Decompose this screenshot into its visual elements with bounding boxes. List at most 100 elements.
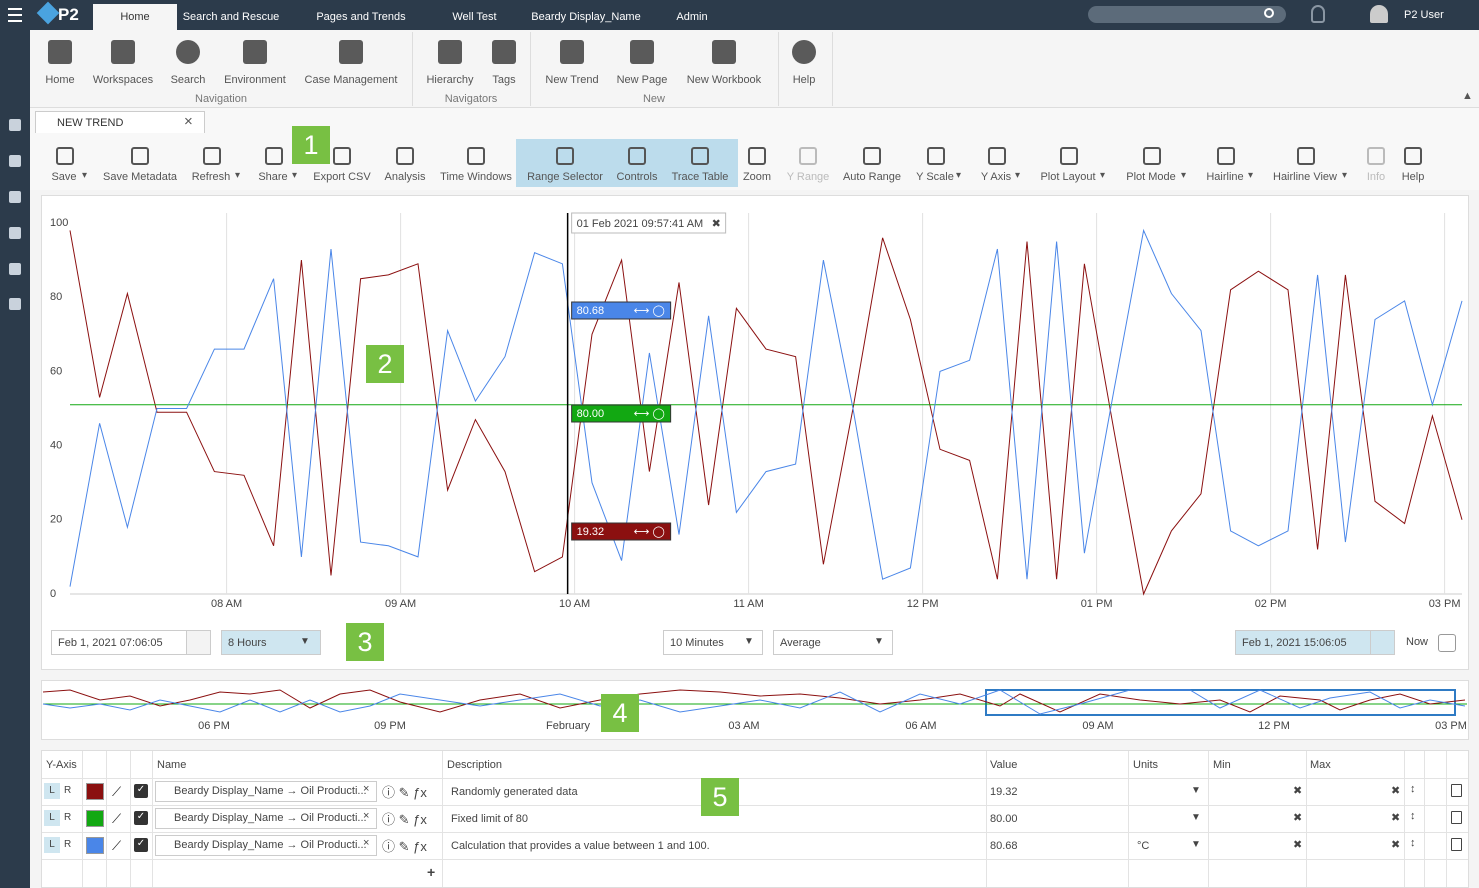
min-clear[interactable]: ✖ (1293, 812, 1303, 824)
nav-tab[interactable]: Home (120, 11, 150, 23)
side-icon[interactable] (9, 263, 21, 275)
dropdown-caret[interactable]: ▾ (1015, 170, 1021, 181)
series-color[interactable] (86, 837, 104, 854)
nav-tab[interactable]: Well Test (452, 11, 497, 23)
series-color[interactable] (86, 810, 104, 827)
nav-tab[interactable]: Beardy Display_Name (531, 11, 641, 23)
ribbon-button-label[interactable]: Workspaces (92, 74, 154, 86)
units-caret[interactable]: ▼ (1191, 812, 1201, 823)
axis-left[interactable]: L (44, 783, 60, 799)
toolbar-button-label[interactable]: Plot Layout (1040, 171, 1096, 183)
name-clear[interactable]: × (363, 837, 370, 849)
row-icons[interactable]: ⓘ ✎ ƒx (382, 785, 427, 800)
series-color[interactable] (86, 783, 104, 800)
auto-range[interactable]: ↕ (1410, 783, 1416, 795)
nav-tab[interactable]: Admin (676, 11, 708, 23)
dropdown-caret[interactable]: ▾ (82, 170, 88, 181)
max-clear[interactable]: ✖ (1391, 785, 1401, 797)
toolbar-button-label[interactable]: Y Axis (980, 171, 1012, 183)
dropdown-caret[interactable]: ▾ (1248, 170, 1254, 181)
axis-right[interactable]: R (64, 785, 72, 796)
toolbar-button-label[interactable]: Share (258, 171, 288, 183)
idea-icon[interactable] (1311, 5, 1325, 23)
collapse-ribbon[interactable]: ▲ (1462, 90, 1473, 102)
ribbon-icon[interactable] (111, 40, 135, 64)
toolbar-button-label[interactable]: Help (1401, 171, 1425, 183)
ribbon-icon[interactable] (438, 40, 462, 64)
axis-left[interactable]: L (44, 837, 60, 853)
axis-right[interactable]: R (64, 839, 72, 850)
toolbar-button-label[interactable]: Trace Table (671, 171, 729, 183)
toolbar-button-label[interactable]: Hairline (1206, 171, 1244, 183)
dropdown-caret[interactable]: ▾ (1181, 170, 1187, 181)
calendar-button[interactable] (186, 630, 211, 655)
toolbar-button-label[interactable]: Zoom (742, 171, 772, 183)
row-icons[interactable]: ⓘ ✎ ƒx (382, 812, 427, 827)
add-row[interactable]: + (427, 864, 436, 880)
delete-row[interactable] (1451, 784, 1462, 797)
units[interactable]: °C (1137, 840, 1150, 852)
calendar-button[interactable] (1370, 630, 1395, 655)
delete-row[interactable] (1451, 811, 1462, 824)
doc-tab-close[interactable]: × (184, 113, 193, 130)
side-icon[interactable] (9, 155, 21, 167)
ribbon-icon[interactable] (560, 40, 584, 64)
ribbon-button-label[interactable]: New Page (616, 74, 668, 86)
bell-icon[interactable] (1370, 5, 1388, 23)
units-caret[interactable]: ▼ (1191, 839, 1201, 850)
name-field[interactable]: Beardy Display_Name → Oil Producti... (155, 781, 377, 802)
dropdown-caret[interactable]: ▾ (235, 170, 241, 181)
ribbon-icon[interactable] (492, 40, 516, 64)
line-style[interactable]: ⟋ (112, 838, 122, 853)
side-icon[interactable] (9, 119, 21, 131)
toolbar-button-label[interactable]: Save Metadata (103, 171, 177, 183)
min-clear[interactable]: ✖ (1293, 839, 1303, 851)
toolbar-button-label[interactable]: Save (51, 171, 77, 183)
visible-checkbox[interactable]: ✓ (134, 811, 148, 825)
name-field[interactable]: Beardy Display_Name → Oil Producti... (155, 808, 377, 829)
end-time[interactable]: Feb 1, 2021 15:06:05 (1235, 630, 1371, 655)
auto-range[interactable]: ↕ (1410, 810, 1416, 822)
duration-select[interactable]: 8 Hours (221, 630, 321, 655)
auto-range[interactable]: ↕ (1410, 837, 1416, 849)
units-caret[interactable]: ▼ (1191, 785, 1201, 796)
side-icon[interactable] (9, 227, 21, 239)
ribbon-button-label[interactable]: New Workbook (686, 74, 762, 86)
ribbon-button-label[interactable]: Environment (224, 74, 286, 86)
ribbon-icon[interactable] (243, 40, 267, 64)
line-style[interactable]: ⟋ (112, 811, 122, 826)
search-box[interactable] (1088, 6, 1286, 23)
side-icon[interactable] (9, 298, 21, 310)
toolbar-button-label[interactable]: Auto Range (842, 171, 902, 183)
name-field[interactable]: Beardy Display_Name → Oil Producti... (155, 835, 377, 856)
ribbon-button-label[interactable]: Tags (492, 74, 516, 86)
line-style[interactable]: ⟋ (112, 784, 122, 799)
ribbon-button-label[interactable]: Home (45, 74, 75, 86)
toolbar-button-label[interactable]: Y Scale (916, 171, 954, 183)
ribbon-icon[interactable] (630, 40, 654, 64)
ribbon-icon[interactable] (339, 40, 363, 64)
max-clear[interactable]: ✖ (1391, 812, 1401, 824)
ribbon-button-label[interactable]: Hierarchy (426, 74, 474, 86)
side-icon[interactable] (9, 191, 21, 203)
aggregate-select[interactable]: Average (773, 630, 893, 655)
menu-button[interactable] (8, 8, 22, 22)
row-icons[interactable]: ⓘ ✎ ƒx (382, 839, 427, 854)
toolbar-button-label[interactable]: Plot Mode (1126, 171, 1176, 183)
ribbon-button-label[interactable]: Case Management (304, 74, 398, 86)
dropdown-caret[interactable]: ▾ (956, 170, 962, 181)
doc-tab[interactable] (35, 111, 205, 133)
min-clear[interactable]: ✖ (1293, 785, 1303, 797)
name-clear[interactable]: × (363, 783, 370, 795)
ribbon-button-label[interactable]: Help (792, 74, 816, 86)
toolbar-button-label[interactable]: Analysis (384, 171, 426, 183)
nav-tab[interactable]: Search and Rescue (182, 11, 280, 23)
dropdown-caret[interactable]: ▾ (1342, 170, 1348, 181)
toolbar-button-label[interactable]: Refresh (191, 171, 231, 183)
interval-select[interactable]: 10 Minutes (663, 630, 763, 655)
delete-row[interactable] (1451, 838, 1462, 851)
ribbon-icon[interactable] (712, 40, 736, 64)
dropdown-caret[interactable]: ▾ (1100, 170, 1106, 181)
dropdown-caret[interactable]: ▾ (292, 170, 298, 181)
max-clear[interactable]: ✖ (1391, 839, 1401, 851)
